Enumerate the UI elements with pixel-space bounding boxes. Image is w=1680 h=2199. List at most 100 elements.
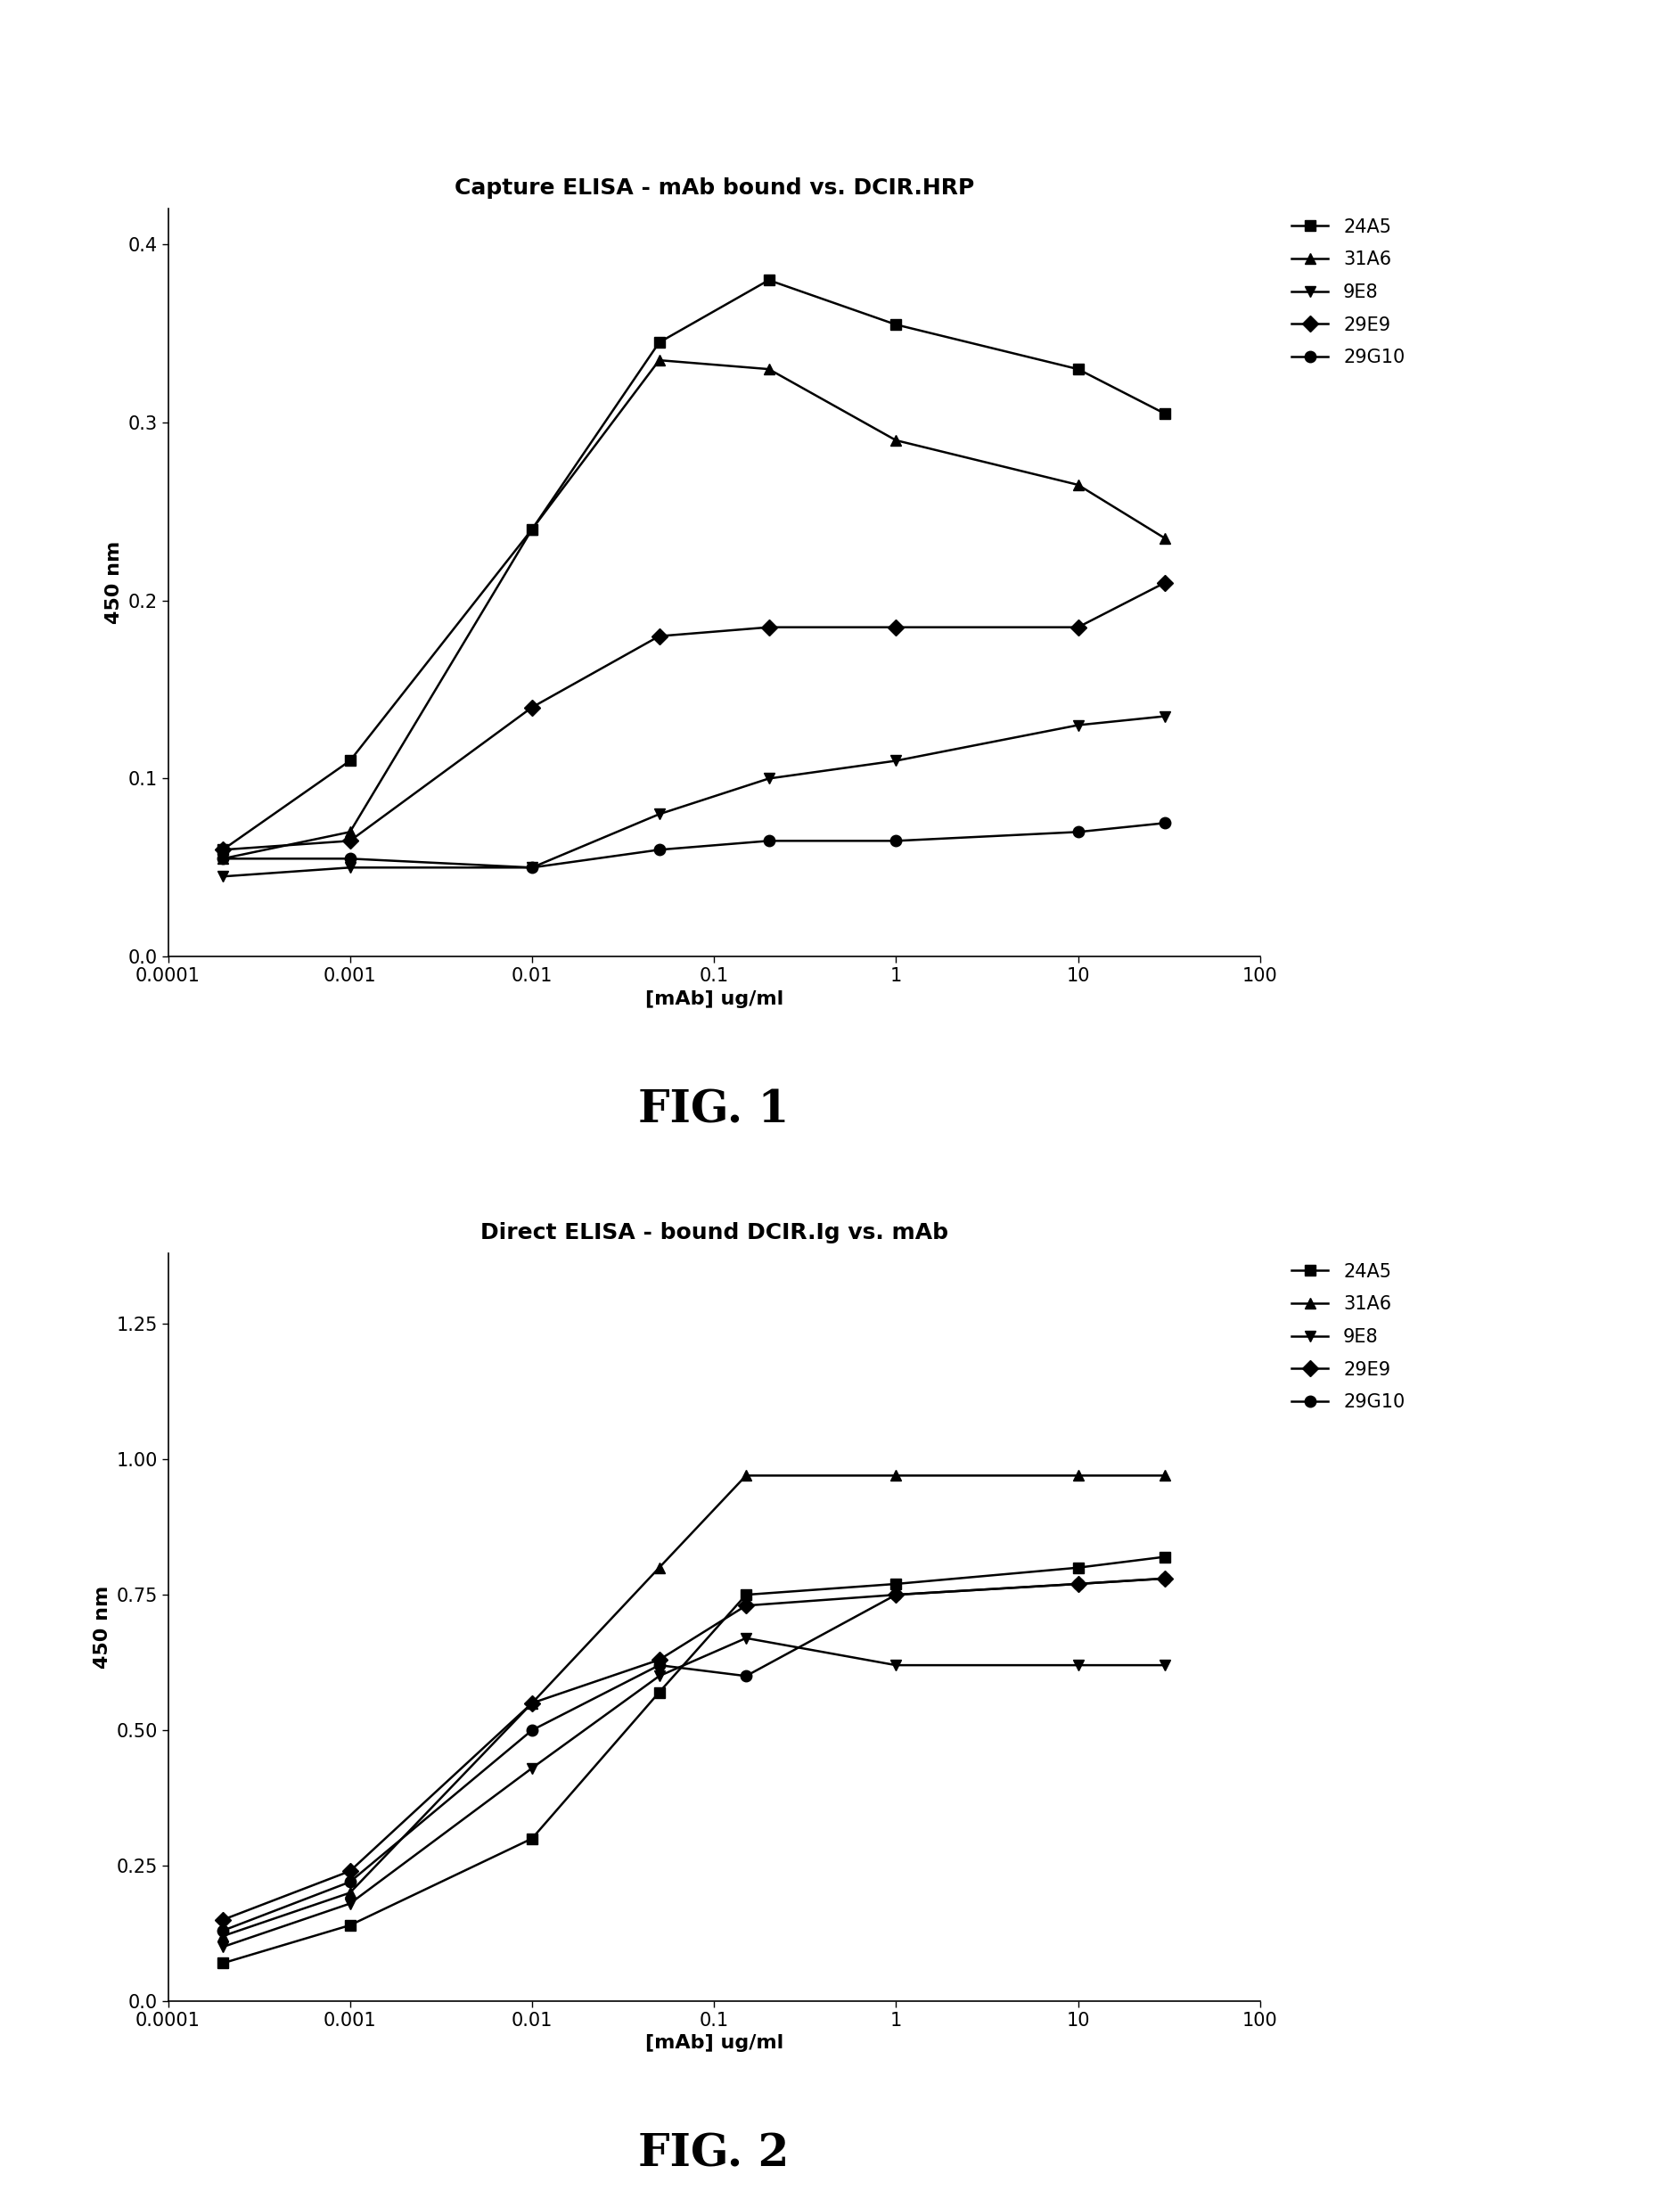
Y-axis label: 450 nm: 450 nm [94,1585,111,1669]
31A6 [759,356,780,383]
31A6 [1154,526,1174,552]
31A6 [213,1922,234,1948]
9E8 [648,800,669,827]
9E8 [1154,704,1174,730]
29E9 [213,1907,234,1933]
Text: FIG. 1: FIG. 1 [638,1089,790,1132]
Title: Capture ELISA - mAb bound vs. DCIR.HRP: Capture ELISA - mAb bound vs. DCIR.HRP [454,178,974,198]
29E9 [1154,570,1174,596]
31A6 [1068,471,1089,497]
29E9 [522,1689,543,1715]
24A5 [885,312,906,339]
24A5 [213,1951,234,1977]
29G10 [648,836,669,862]
31A6 [339,1880,360,1907]
9E8 [1068,1651,1089,1678]
24A5 [1068,1555,1089,1581]
24A5 [213,836,234,862]
29G10 [1068,1570,1089,1596]
24A5 [885,1570,906,1596]
31A6 [339,818,360,844]
Line: 31A6: 31A6 [217,354,1171,864]
29E9 [1154,1566,1174,1592]
Legend: 24A5, 31A6, 9E8, 29E9, 29G10: 24A5, 31A6, 9E8, 29E9, 29G10 [1292,1262,1404,1412]
29G10 [648,1651,669,1678]
Line: 24A5: 24A5 [217,1550,1171,1968]
24A5 [1154,1544,1174,1570]
29E9 [885,1581,906,1607]
Line: 9E8: 9E8 [217,1632,1171,1953]
29G10 [736,1662,756,1689]
31A6 [736,1462,756,1489]
29G10 [1154,809,1174,836]
29G10 [339,844,360,871]
24A5 [522,1825,543,1852]
24A5 [736,1581,756,1607]
31A6 [648,347,669,374]
29G10 [885,827,906,853]
29E9 [339,827,360,853]
Y-axis label: 450 nm: 450 nm [106,541,123,625]
29E9 [736,1592,756,1618]
29G10 [339,1869,360,1896]
31A6 [1068,1462,1089,1489]
9E8 [1154,1651,1174,1678]
29G10 [213,1918,234,1944]
Title: Direct ELISA - bound DCIR.Ig vs. mAb: Direct ELISA - bound DCIR.Ig vs. mAb [480,1223,948,1242]
29G10 [1154,1566,1174,1592]
31A6 [522,517,543,543]
29E9 [1068,614,1089,640]
X-axis label: [mAb] ug/ml: [mAb] ug/ml [645,2034,783,2052]
29E9 [339,1858,360,1885]
Line: 29G10: 29G10 [217,1572,1171,1937]
31A6 [522,1689,543,1715]
31A6 [885,1462,906,1489]
X-axis label: [mAb] ug/ml: [mAb] ug/ml [645,990,783,1007]
9E8 [213,864,234,891]
Text: FIG. 2: FIG. 2 [638,2133,790,2177]
31A6 [213,844,234,871]
9E8 [648,1662,669,1689]
29E9 [648,622,669,649]
24A5 [759,266,780,292]
9E8 [759,765,780,792]
29E9 [213,836,234,862]
Line: 31A6: 31A6 [217,1469,1171,1942]
24A5 [522,517,543,543]
9E8 [736,1625,756,1651]
29E9 [885,614,906,640]
Line: 24A5: 24A5 [217,275,1171,855]
24A5 [648,1680,669,1706]
Line: 29E9: 29E9 [217,1572,1171,1926]
9E8 [339,855,360,882]
29G10 [522,1717,543,1744]
9E8 [213,1933,234,1959]
29G10 [759,827,780,853]
31A6 [1154,1462,1174,1489]
29G10 [885,1581,906,1607]
29E9 [522,695,543,721]
9E8 [522,1755,543,1781]
29G10 [213,844,234,871]
9E8 [885,1651,906,1678]
Line: 9E8: 9E8 [217,710,1171,882]
29E9 [759,614,780,640]
24A5 [648,330,669,356]
Legend: 24A5, 31A6, 9E8, 29E9, 29G10: 24A5, 31A6, 9E8, 29E9, 29G10 [1292,218,1404,367]
9E8 [339,1891,360,1918]
31A6 [885,427,906,453]
9E8 [1068,712,1089,739]
24A5 [339,748,360,774]
31A6 [648,1555,669,1581]
24A5 [1154,400,1174,427]
9E8 [522,855,543,882]
29E9 [648,1647,669,1673]
29E9 [1068,1570,1089,1596]
Line: 29G10: 29G10 [217,818,1171,873]
29G10 [1068,818,1089,844]
24A5 [1068,356,1089,383]
Line: 29E9: 29E9 [217,576,1171,855]
29G10 [522,855,543,882]
24A5 [339,1913,360,1940]
9E8 [885,748,906,774]
